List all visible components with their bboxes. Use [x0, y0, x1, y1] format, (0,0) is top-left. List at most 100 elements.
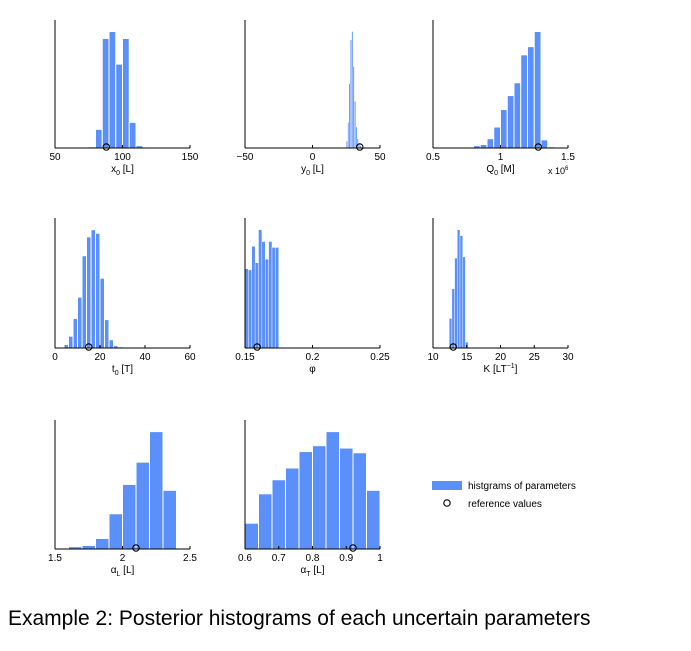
histogram-bar	[506, 95, 515, 149]
x-axis-label: y0 [L]	[301, 164, 324, 177]
x-axis-label: αT [L]	[301, 565, 325, 578]
x-tick-label: 50	[49, 152, 61, 163]
x-tick-label: 10	[427, 352, 439, 363]
histogram-bar	[462, 256, 466, 349]
histogram-bar	[99, 277, 105, 349]
x-tick-label: −50	[237, 152, 254, 163]
histogram-bar	[128, 121, 137, 149]
x-tick-label: 0.8	[306, 553, 320, 564]
histogram-panel-3: 0.5 1 1.5 Q0 [M] x 106	[426, 20, 575, 177]
x-tick-label: 0.2	[306, 352, 320, 363]
x-tick-label: 0.9	[339, 553, 353, 564]
x-tick-label: 40	[139, 352, 151, 363]
histogram-panel-4: 0 20 40 60 t0 [T]	[52, 218, 196, 377]
histogram-bar	[81, 255, 87, 349]
histogram-bar	[350, 39, 352, 149]
histogram-bar	[459, 235, 463, 349]
histogram-bar	[68, 335, 74, 349]
x-tick-label: 1.5	[48, 553, 62, 564]
histogram-bar	[265, 259, 269, 349]
x-axis-label: Q0 [M]	[486, 164, 515, 177]
reference-value-marker	[85, 343, 93, 351]
reference-value-marker	[132, 544, 140, 552]
x-axis-label: K [LT−1]	[484, 363, 518, 375]
histogram-bar	[347, 122, 350, 149]
x-tick-label: 0.15	[235, 352, 255, 363]
x-tick-label: 0.7	[272, 553, 286, 564]
legend-histogram-swatch	[432, 481, 462, 490]
histogram-bar	[348, 83, 351, 149]
histogram-bar	[271, 479, 286, 550]
histogram-bar	[352, 452, 367, 550]
histogram-bar	[248, 269, 252, 349]
x-tick-label: 0	[52, 352, 58, 363]
x-tick-label: 20	[495, 352, 507, 363]
histogram-bar	[533, 31, 542, 149]
reference-value-marker	[534, 143, 543, 151]
x-tick-label: 25	[529, 352, 541, 363]
histogram-bar	[275, 247, 279, 349]
histogram-bar	[108, 339, 114, 349]
histogram-bar	[108, 513, 123, 550]
reference-value-marker	[449, 343, 457, 351]
reference-value-marker	[102, 143, 111, 151]
x-tick-label: 100	[114, 152, 131, 163]
histogram-bar	[285, 467, 300, 550]
histogram-bar	[486, 138, 495, 149]
histogram-bar	[451, 288, 455, 349]
x-tick-label: 1	[377, 553, 383, 564]
histogram-panel-5: 0.15 0.2 0.25 φ	[235, 218, 390, 375]
histogram-bar	[351, 31, 354, 149]
histogram-bar	[366, 489, 381, 550]
x-tick-label: 150	[182, 152, 199, 163]
histogram-bar	[325, 431, 340, 550]
histogram-bar	[90, 229, 96, 349]
histogram-panel-8: 0.6 0.7 0.8 0.9 1 αT [L]	[238, 420, 383, 578]
histogram-bar	[135, 461, 150, 550]
histogram-bar	[95, 232, 101, 349]
histogram-bar	[162, 489, 177, 550]
histogram-bar	[72, 317, 78, 349]
histogram-bar	[104, 319, 110, 349]
legend-histogram-label: histgrams of parameters	[468, 481, 576, 492]
x-tick-label: 0	[310, 152, 316, 163]
x-axis-label: t0 [T]	[112, 364, 133, 377]
histogram-bar	[258, 229, 263, 349]
histogram-bar	[339, 447, 354, 550]
histogram-bar	[261, 241, 266, 349]
x-tick-label: 0.25	[370, 352, 390, 363]
histogram-bar	[479, 144, 488, 149]
histogram-bar	[520, 54, 528, 149]
x-tick-label: 2	[120, 553, 126, 564]
x-tick-label: 60	[184, 352, 196, 363]
histogram-bar	[449, 318, 453, 349]
histogram-bar	[493, 126, 501, 149]
histogram-bar	[352, 66, 355, 149]
x-tick-label: 20	[94, 352, 106, 363]
histogram-bar	[457, 229, 461, 349]
histogram-bar	[527, 46, 535, 149]
histogram-bar	[77, 296, 83, 349]
histogram-bar	[354, 101, 356, 149]
legend-reference-label: reference values	[468, 499, 542, 510]
histogram-bar	[115, 63, 123, 149]
x-axis-label: φ	[309, 364, 316, 375]
x-tick-label: 2.5	[183, 553, 197, 564]
histogram-bar	[95, 128, 103, 149]
histogram-bar	[122, 483, 137, 550]
reference-value-marker	[253, 343, 261, 351]
x-axis-label: x0 [L]	[111, 164, 134, 177]
histogram-bar	[454, 257, 458, 349]
histogram-bar	[500, 109, 508, 149]
x-tick-label: 0.6	[238, 553, 252, 564]
histogram-bar	[251, 246, 256, 349]
x-tick-label: 15	[461, 352, 473, 363]
histogram-bar	[513, 82, 522, 149]
histogram-panel-6: 10 15 20 25 30 K [LT−1]	[427, 218, 574, 375]
histogram-bar	[63, 343, 69, 349]
histogram-panel-7: 1.5 2 2.5 αL [L]	[48, 420, 197, 578]
histogram-bar	[271, 247, 276, 349]
histogram-bar	[149, 431, 164, 550]
histogram-bar	[298, 451, 313, 550]
